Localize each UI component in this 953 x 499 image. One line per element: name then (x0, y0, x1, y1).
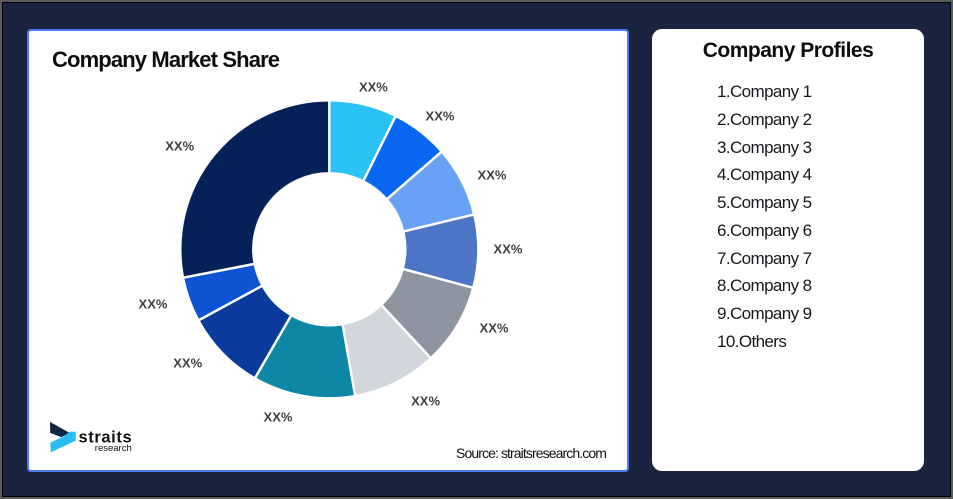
svg-text:straits: straits (79, 428, 133, 446)
svg-text:research: research (95, 443, 132, 454)
